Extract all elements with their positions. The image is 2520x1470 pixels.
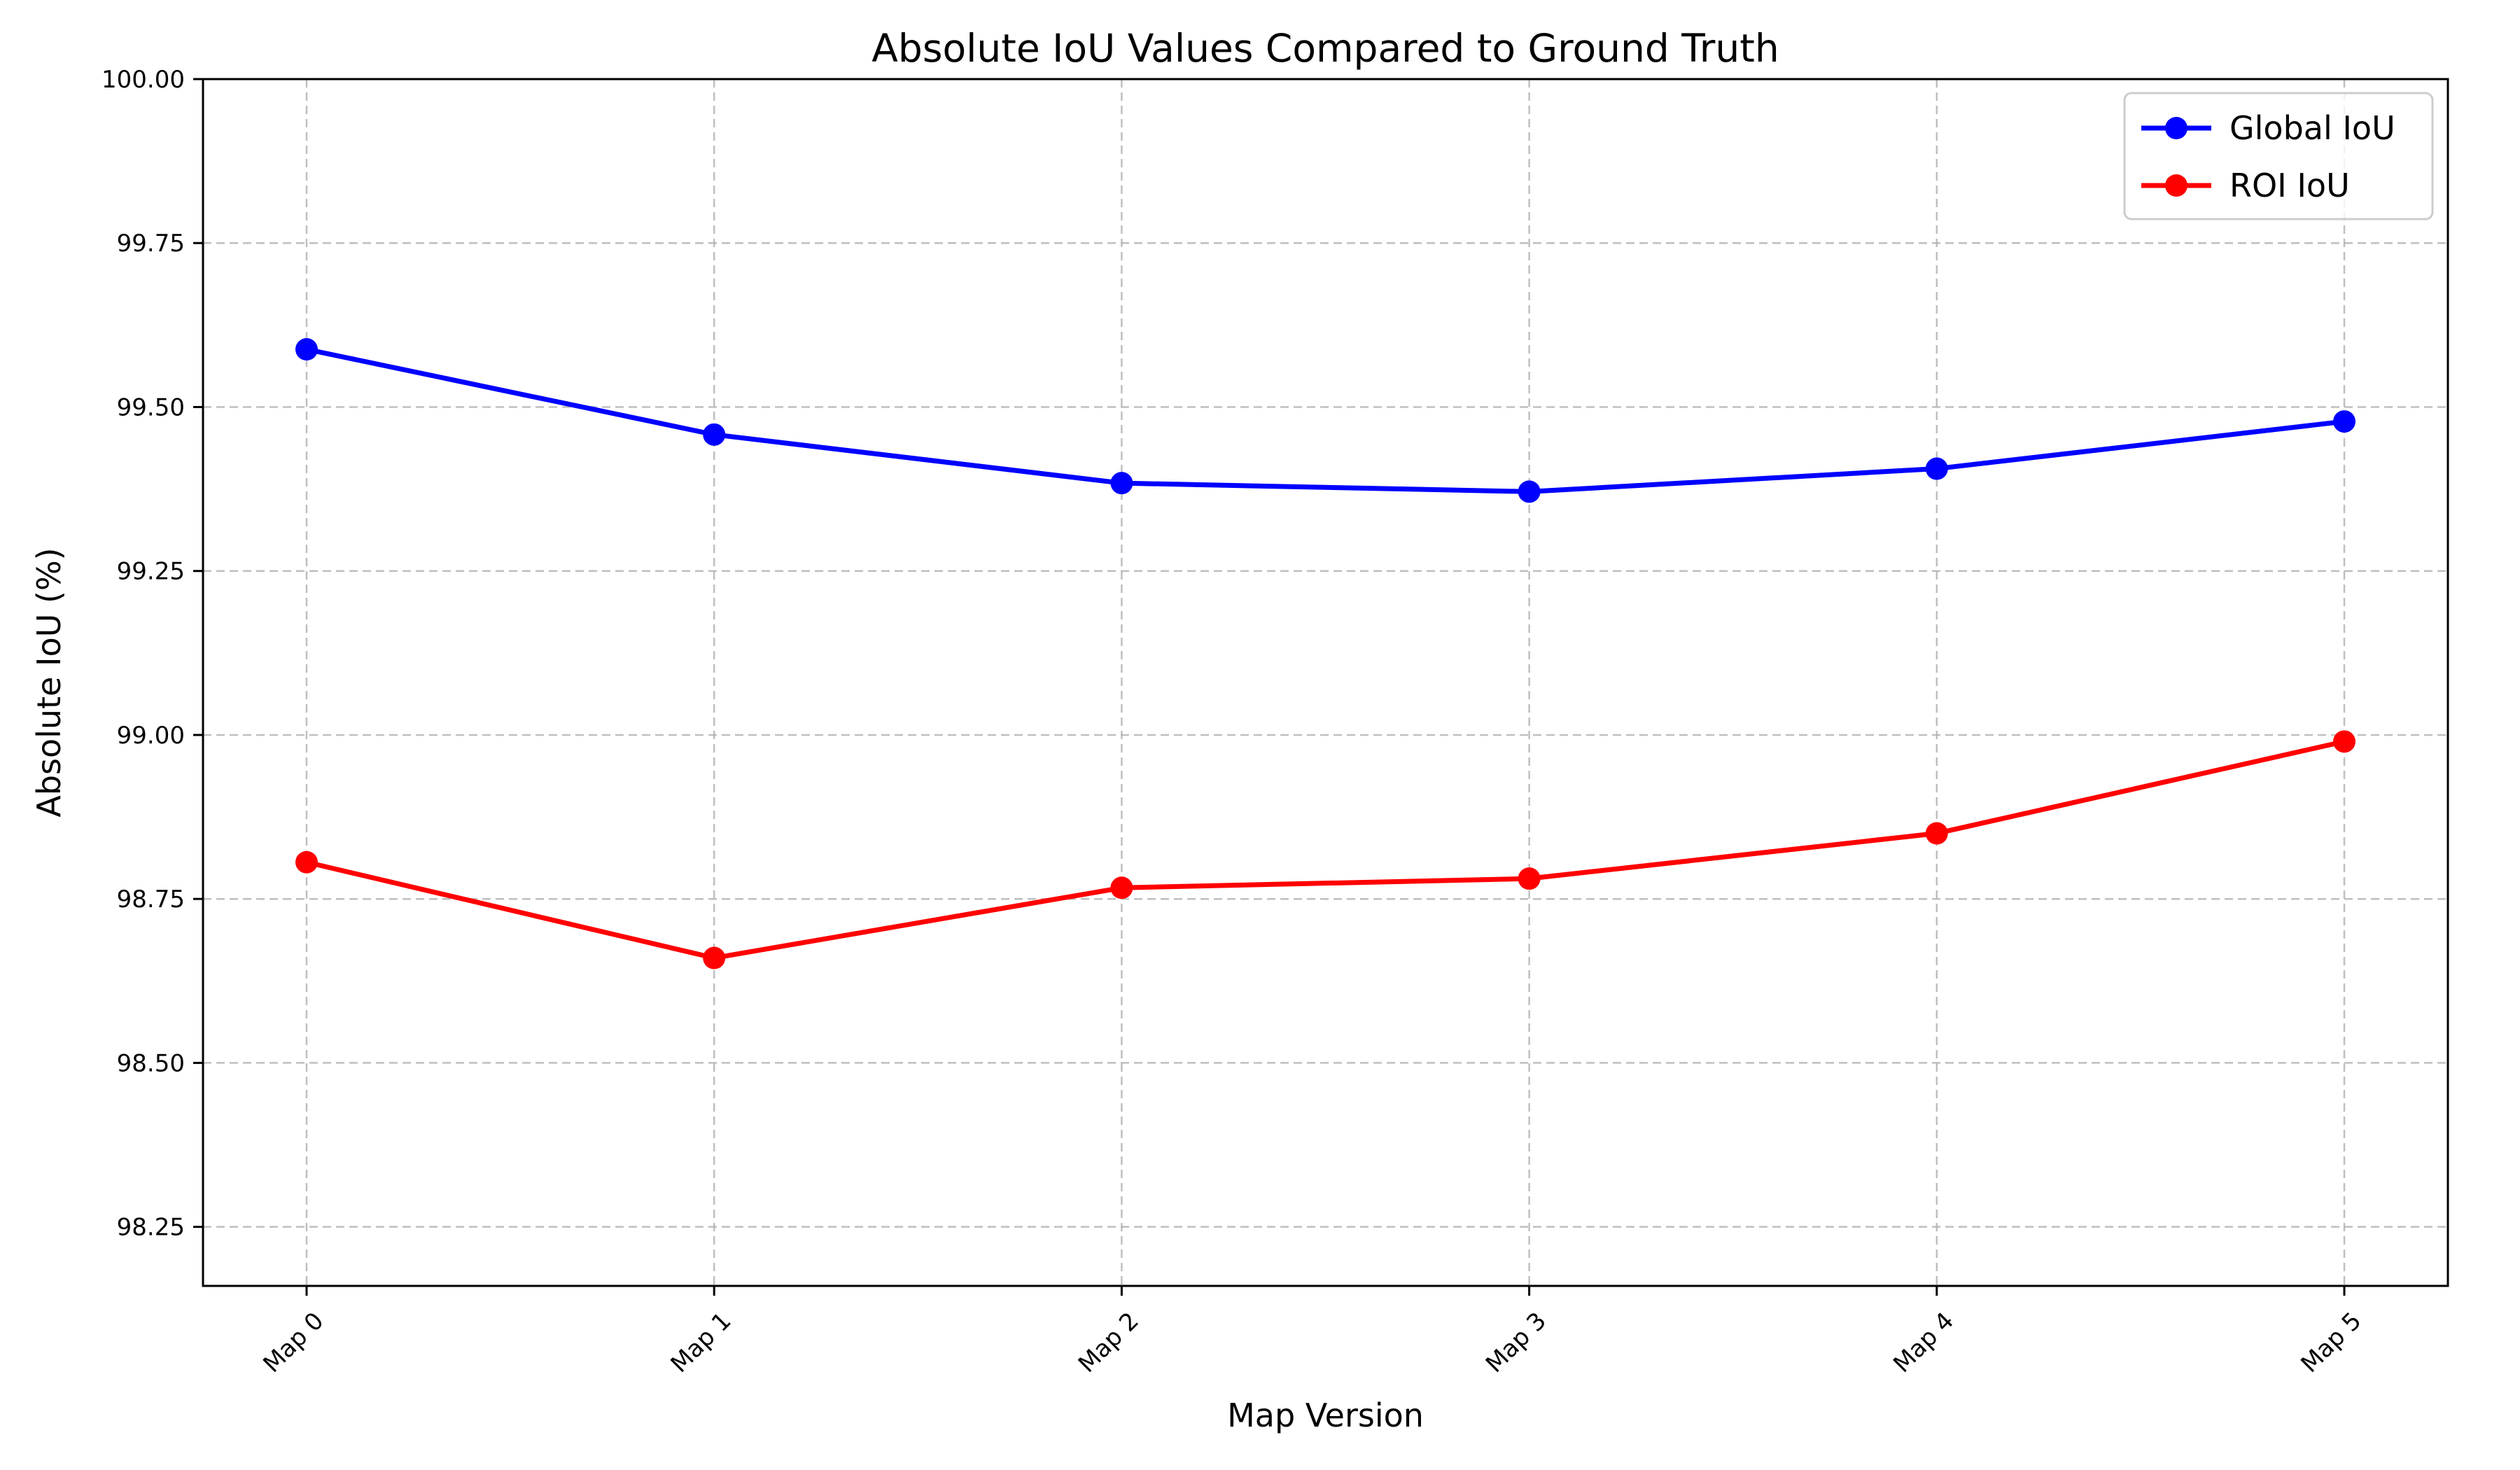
tick-layer: Map 0 Map 1 Map 2 Map 3 Map 4 Map 5 98.25 98.50… <box>102 66 2367 1378</box>
x-tick-label: Map 4 <box>1888 1307 1959 1378</box>
data-point <box>1925 457 1948 480</box>
x-tick-label: Map 2 <box>1073 1307 1144 1378</box>
x-axis-title: Map Version <box>1227 1396 1424 1434</box>
y-axis-title: Absolute IoU (%) <box>30 547 68 817</box>
data-point <box>2333 730 2356 753</box>
grid-layer <box>203 79 2448 1286</box>
data-point <box>295 850 318 874</box>
data-point <box>295 338 318 361</box>
series-line <box>304 738 2347 961</box>
plot-frame <box>202 78 2449 1287</box>
y-tick-label: 98.75 <box>117 886 185 913</box>
x-tick-label: Map 1 <box>666 1307 737 1378</box>
y-tick-label: 99.75 <box>117 230 185 258</box>
data-point <box>1110 472 1133 495</box>
data-point <box>1110 876 1133 899</box>
y-tick-label: 99.00 <box>117 722 185 750</box>
x-tick-label: Map 3 <box>1480 1307 1552 1378</box>
legend-marker <box>2165 117 2188 139</box>
y-tick-label: 100.00 <box>102 66 185 94</box>
series-layer <box>295 338 2356 969</box>
legend-label: Global IoU <box>2230 109 2395 147</box>
data-point <box>2333 410 2356 433</box>
legend-marker <box>2165 174 2188 197</box>
y-tick-label: 99.50 <box>117 393 185 421</box>
data-point <box>1518 480 1541 503</box>
chart-title: Absolute IoU Values Compared to Ground T… <box>872 26 1779 71</box>
y-tick-label: 99.25 <box>117 558 185 586</box>
y-tick-label: 98.25 <box>117 1214 185 1242</box>
data-point <box>703 423 726 446</box>
legend-label: ROI IoU <box>2230 167 2350 204</box>
data-point <box>703 946 726 969</box>
data-point <box>1518 867 1541 890</box>
x-tick-label: Map 0 <box>258 1307 329 1378</box>
y-tick-label: 98.50 <box>117 1049 185 1077</box>
legend: Global IoU ROI IoU <box>2123 92 2434 220</box>
x-tick-label: Map 5 <box>2295 1307 2367 1378</box>
series-line <box>304 346 2347 494</box>
data-point <box>1925 822 1948 845</box>
